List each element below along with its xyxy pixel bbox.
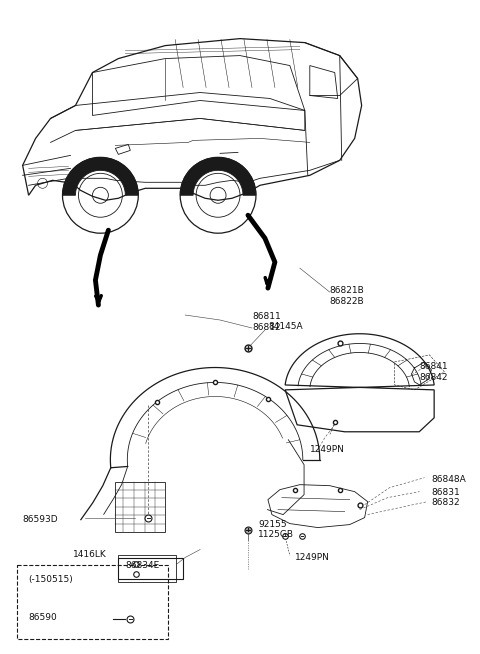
Text: 86811
86812: 86811 86812 [252, 313, 281, 332]
Bar [119, 555, 176, 583]
Text: 86821B
86822B: 86821B 86822B [330, 286, 364, 306]
Text: 84145A: 84145A [268, 322, 302, 330]
Text: 86590: 86590 [29, 613, 58, 622]
Polygon shape [62, 158, 138, 196]
Text: 1249PN: 1249PN [310, 445, 345, 455]
Text: 92155
1125GB: 92155 1125GB [258, 520, 294, 540]
Text: 86593D: 86593D [23, 515, 58, 524]
Bar [119, 557, 183, 579]
Polygon shape [180, 158, 256, 196]
Text: 86834E: 86834E [125, 561, 159, 570]
Text: 1249PN: 1249PN [295, 553, 330, 562]
Text: 86848A: 86848A [432, 475, 466, 484]
Text: (-150515): (-150515) [29, 575, 73, 584]
Text: 1416LK: 1416LK [72, 550, 106, 559]
Text: 86831
86832: 86831 86832 [432, 488, 460, 508]
Text: 86841
86842: 86841 86842 [420, 362, 448, 381]
